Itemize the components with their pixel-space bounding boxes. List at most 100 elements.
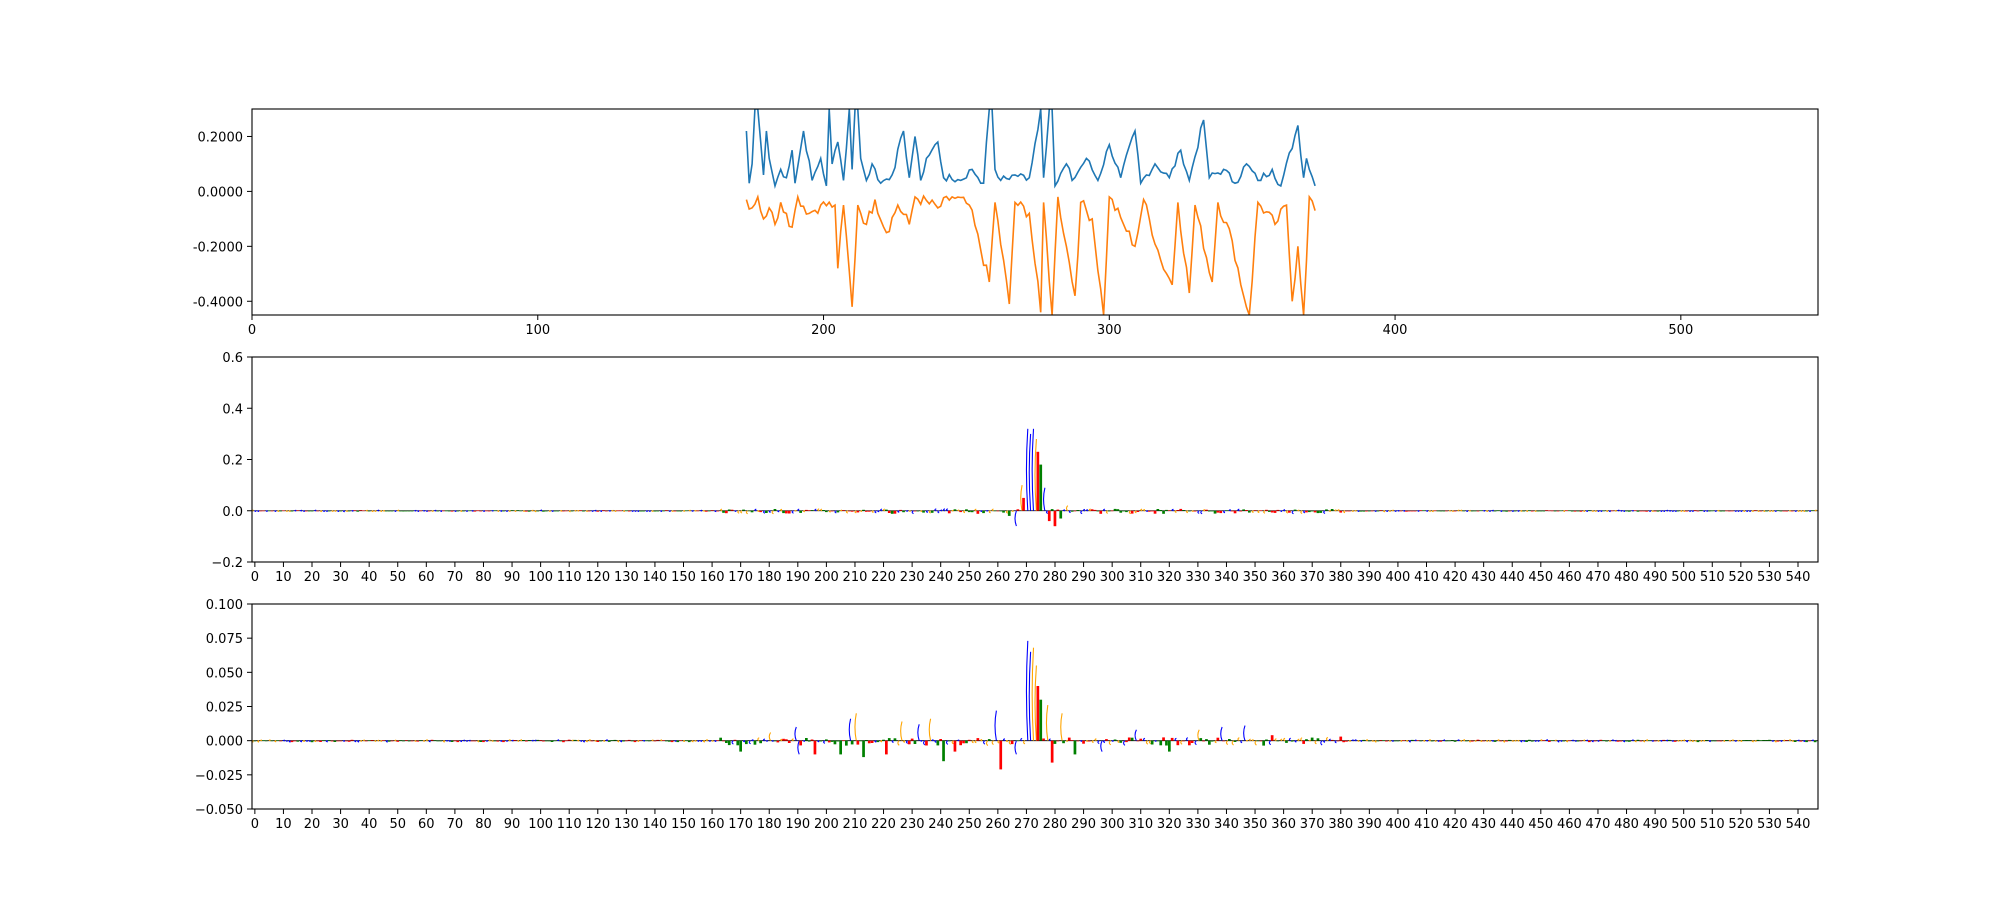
logo-letter-T: [362, 510, 365, 512]
logo-letter-A: [1156, 509, 1160, 511]
x-tick-label: 450: [1528, 570, 1553, 585]
logo-letter-A: [1562, 740, 1565, 742]
logo-letter-A: [613, 739, 617, 741]
logo-letter-G: [928, 510, 931, 514]
logo-letter-C: [337, 510, 340, 513]
logo-letter-A: [545, 510, 548, 512]
logo-letter-C: [1597, 740, 1600, 742]
logo-letter-A: [456, 510, 460, 512]
logo-letter-A: [1208, 510, 1211, 512]
logo-letter-T: [885, 740, 888, 755]
logo-letter-A: [1536, 510, 1540, 512]
logo-letter-C: [511, 739, 514, 742]
logo-letter-A: [1636, 510, 1640, 512]
logo-letter-T: [1482, 740, 1485, 742]
logo-letter-T: [1259, 510, 1263, 511]
x-tick-label: 40: [361, 570, 378, 585]
logo-letter-C: [1194, 740, 1197, 746]
logo-letter-T: [813, 740, 817, 755]
logo-letter-C: [877, 510, 880, 513]
logo-letter-T: [673, 510, 677, 512]
logo-letter-A: [833, 740, 837, 745]
logo-letter-C: [1714, 510, 1717, 512]
logo-letter-G: [1683, 510, 1686, 512]
logo-letter-C: [1334, 740, 1337, 744]
logo-letter-C: [905, 510, 908, 512]
logo-letter-T: [962, 740, 965, 744]
logo-letter-G: [768, 732, 772, 742]
logo-letter-T: [1336, 740, 1340, 742]
logo-letter-G: [1354, 509, 1357, 512]
logo-letter-G: [1300, 510, 1303, 514]
x-tick-label: 470: [1586, 570, 1611, 585]
logo-letter-G: [1566, 740, 1569, 743]
logo-letter-G: [477, 740, 480, 743]
logo-letter-A: [1810, 510, 1814, 511]
logo-letter-C: [1660, 510, 1663, 512]
logo-letter-A: [1368, 740, 1371, 742]
logo-letter-C: [1080, 510, 1083, 515]
logo-letter-C: [422, 509, 425, 512]
x-tick-label: 460: [1557, 570, 1582, 585]
logo-letter-G: [1480, 740, 1483, 743]
logo-letter-T: [1476, 510, 1480, 512]
logo-letter-C: [765, 740, 768, 742]
logo-letter-G: [1034, 665, 1037, 741]
logo-letter-C: [771, 740, 774, 742]
logo-letter-A: [1756, 739, 1760, 741]
logo-letter-A: [333, 740, 337, 742]
logo-letter-G: [1814, 509, 1817, 512]
logo-letter-C: [1174, 737, 1177, 742]
logo-letter-C: [445, 739, 448, 742]
x-tick-label: 320: [1157, 817, 1182, 832]
x-tick-label: 540: [1786, 570, 1811, 585]
logo-letter-C: [891, 740, 894, 744]
logo-letter-T: [1639, 510, 1643, 512]
logo-letter-A: [296, 740, 300, 742]
logo-letter-T: [785, 510, 788, 514]
x-tick-label: 80: [475, 570, 492, 585]
x-tick-label: 220: [871, 817, 896, 832]
logo-letter-A: [1762, 740, 1765, 741]
logo-letter-A: [1496, 510, 1500, 511]
logo-letter-T: [1385, 740, 1388, 742]
logo-letter-A: [887, 738, 891, 741]
logo-letter-C: [925, 510, 928, 514]
logo-letter-G: [588, 739, 591, 742]
logo-letter-C: [1111, 740, 1114, 742]
logo-letter-T: [1245, 510, 1248, 511]
series-line-negative: [745, 193, 1316, 315]
logo-letter-A: [1462, 510, 1465, 512]
logo-letter-T: [1365, 510, 1368, 512]
logo-letter-A: [725, 740, 728, 743]
logo-letter-T: [1573, 510, 1577, 512]
logo-letter-G: [1140, 508, 1143, 512]
logo-letter-T: [1053, 510, 1057, 527]
logo-letter-A: [1602, 740, 1605, 741]
logo-letter-A: [462, 510, 465, 512]
logo-letter-T: [1216, 737, 1220, 741]
logo-letter-G: [1428, 510, 1431, 512]
logo-letter-C: [1003, 738, 1006, 742]
logo-letter-A: [1376, 740, 1380, 742]
logo-letter-A: [656, 510, 660, 512]
logo-letter-T: [1127, 737, 1131, 741]
logo-letter-T: [396, 740, 400, 742]
logo-letter-A: [493, 510, 497, 511]
logo-letter-A: [387, 510, 391, 512]
logo-letter-A: [1107, 510, 1111, 512]
logo-letter-C: [763, 510, 766, 514]
logo-letter-A: [1676, 510, 1680, 512]
logo-letter-G: [1060, 713, 1063, 741]
logo-letter-T: [1550, 510, 1554, 512]
logo-letter-T: [1399, 510, 1403, 512]
logo-letter-T: [1168, 510, 1171, 511]
logo-letter-G: [1348, 740, 1351, 742]
x-tick-label: 340: [1214, 570, 1239, 585]
logo-letter-A: [1719, 510, 1723, 512]
logo-letter-G: [737, 510, 740, 514]
logo-letter-G: [611, 509, 614, 512]
logo-letter-G: [345, 510, 348, 513]
logo-letter-C: [911, 510, 914, 515]
logo-letter-A: [493, 740, 497, 742]
